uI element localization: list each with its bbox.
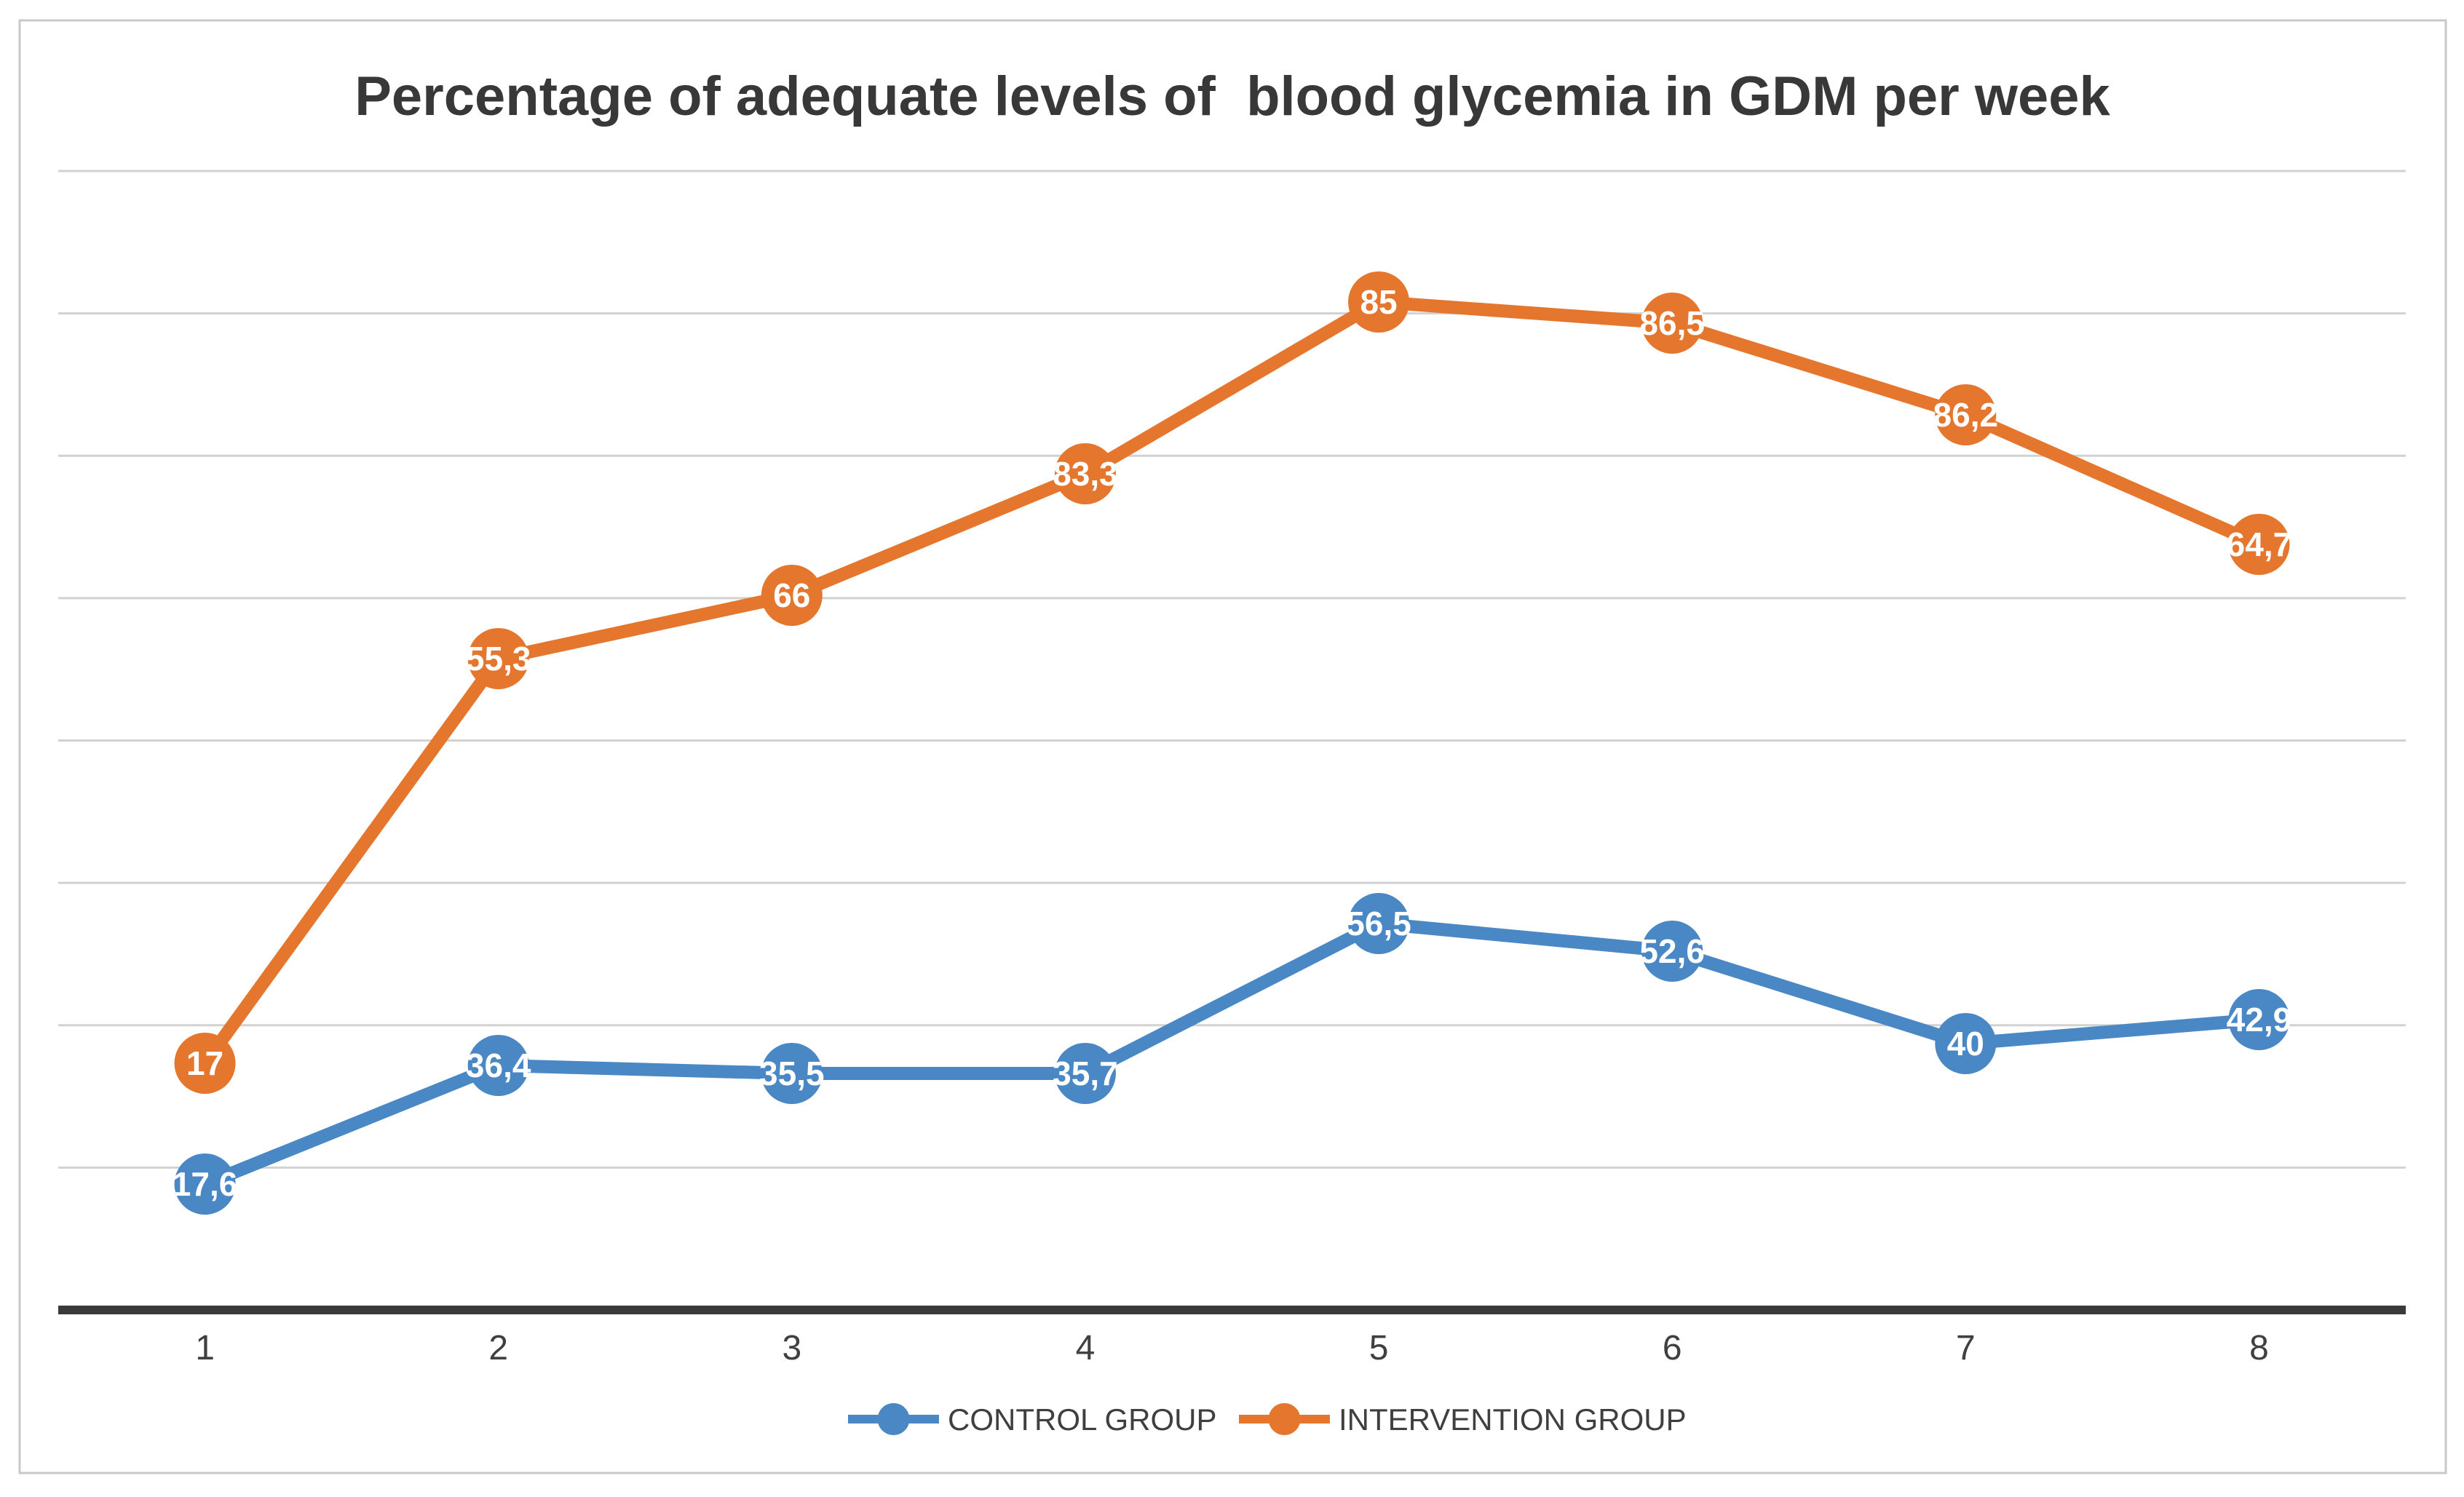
- x-axis-tick-label: 1: [195, 1329, 215, 1367]
- data-point-marker-intervention-group: [174, 1033, 236, 1094]
- data-point-marker-control-group: [467, 1035, 529, 1096]
- x-axis-tick-label: 8: [2249, 1329, 2269, 1367]
- data-point-marker-intervention-group: [1641, 293, 1703, 354]
- chart-card-border: [18, 19, 2447, 1474]
- legend-label-intervention-group: INTERVENTION GROUP: [1339, 1402, 1687, 1437]
- x-axis-tick-label: 3: [782, 1329, 801, 1367]
- data-point-marker-control-group: [174, 1153, 236, 1215]
- data-point-label-intervention-group: 55,3: [466, 640, 531, 678]
- data-point-marker-control-group: [1641, 921, 1703, 982]
- chart-title: Percentage of adequate levels of blood g…: [354, 65, 2110, 127]
- data-point-label-control-group: 42,9: [2227, 1001, 2292, 1039]
- data-point-label-intervention-group: 86,5: [1639, 304, 1705, 342]
- data-point-label-intervention-group: 83,3: [1053, 455, 1118, 493]
- data-point-marker-control-group: [1348, 893, 1410, 954]
- x-axis-tick-label: 4: [1076, 1329, 1096, 1367]
- data-point-label-intervention-group: 85: [1360, 283, 1397, 321]
- series-layer: 17,6 36,4 35,5 35,7 56,5 52,6 40 42,9 17 55,3 66 83…: [173, 271, 2291, 1215]
- x-axis-tick-label: 6: [1663, 1329, 1682, 1367]
- data-point-marker-intervention-group: [467, 628, 529, 689]
- data-point-marker-control-group: [2228, 989, 2290, 1050]
- gridlines: [58, 170, 2406, 1169]
- data-point-label-control-group: 35,5: [759, 1055, 825, 1092]
- legend-item-intervention-group: INTERVENTION GROUP: [1239, 1402, 1687, 1437]
- x-axis-tick-label: 5: [1369, 1329, 1389, 1367]
- legend-item-control-group: CONTROL GROUP: [848, 1402, 1216, 1437]
- legend: CONTROL GROUP INTERVENTION GROUP: [848, 1402, 1687, 1437]
- data-point-marker-intervention-group: [2228, 514, 2290, 575]
- data-point-label-control-group: 40: [1947, 1025, 1984, 1063]
- data-point-marker-intervention-group: [761, 565, 823, 626]
- data-point-marker-control-group: [1935, 1013, 1997, 1074]
- data-point-label-control-group: 52,6: [1639, 932, 1705, 970]
- data-point-label-control-group: 36,4: [466, 1047, 531, 1084]
- data-point-label-control-group: 17,6: [173, 1165, 238, 1203]
- data-point-label-intervention-group: 17: [186, 1044, 223, 1082]
- data-point-marker-intervention-group: [1348, 271, 1410, 333]
- data-point-marker-intervention-group: [1054, 443, 1116, 504]
- legend-label-control-group: CONTROL GROUP: [948, 1402, 1216, 1437]
- data-point-marker-intervention-group: [1935, 384, 1997, 445]
- data-point-label-intervention-group: 66: [773, 576, 810, 614]
- data-point-label-control-group: 56,5: [1346, 905, 1411, 942]
- legend-marker-dot-intervention-group: [1268, 1403, 1301, 1435]
- x-axis-tick-label: 2: [488, 1329, 508, 1367]
- data-point-label-intervention-group: 86,2: [1933, 396, 1999, 434]
- data-point-marker-control-group: [1054, 1043, 1116, 1104]
- x-axis-tick-label: 7: [1956, 1329, 1976, 1367]
- series-line-intervention-group: [198, 295, 2266, 1070]
- legend-marker-dot-control-group: [877, 1403, 910, 1435]
- data-point-label-control-group: 35,7: [1053, 1055, 1118, 1092]
- data-point-label-intervention-group: 64,7: [2227, 525, 2292, 563]
- series-line-control-group: [198, 917, 2266, 1191]
- data-point-marker-control-group: [761, 1043, 823, 1104]
- x-axis-labels: 1 2 3 4 5 6 7 8: [195, 1329, 2269, 1367]
